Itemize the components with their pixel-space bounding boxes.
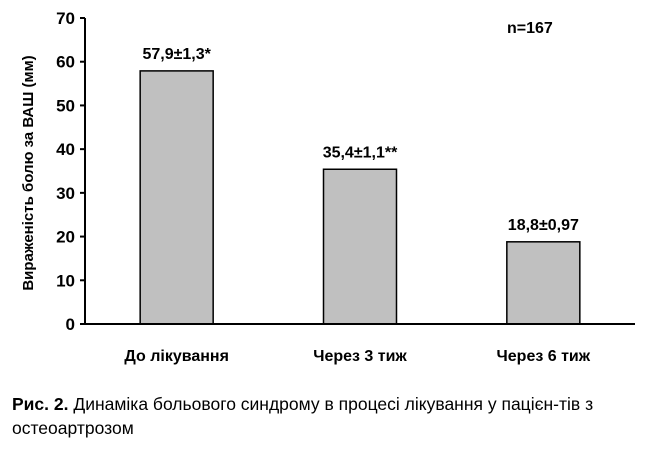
data-labels: 57,9±1,3* 35,4±1,1** 18,8±0,97 [142, 46, 578, 234]
x-category-label: Через 6 тиж [497, 348, 591, 365]
y-tick-label: 10 [56, 271, 75, 290]
sample-size-annotation: n=167 [507, 20, 553, 37]
bar [506, 241, 581, 325]
bar [322, 168, 398, 325]
y-tick-label: 40 [56, 140, 75, 159]
y-tick-label: 50 [56, 96, 75, 115]
x-category-label: До лікування [124, 348, 229, 365]
bar [139, 70, 214, 325]
y-tick-label: 20 [56, 228, 75, 247]
bar-value-label: 35,4±1,1** [323, 144, 398, 161]
y-axis-label: Вираженість болю за ВАШ (мм) [20, 55, 37, 290]
caption-text: Динаміка больового синдрому в процесі лі… [12, 394, 594, 438]
x-axis-labels: До лікування Через 3 тиж Через 6 тиж [124, 348, 590, 365]
y-axis-ticks: 0 10 20 30 40 50 60 70 [56, 9, 85, 334]
figure-number: Рис. 2. [12, 394, 69, 414]
bar-chart: 0 10 20 30 40 50 60 70 57,9±1,3* 35,4±1,1** 18,8±… [20, 9, 635, 365]
bar-value-label: 18,8±0,97 [508, 217, 579, 234]
bars [139, 70, 581, 325]
y-tick-label: 30 [56, 184, 75, 203]
x-category-label: Через 3 тиж [313, 348, 407, 365]
y-tick-label: 0 [66, 315, 75, 334]
y-tick-label: 70 [56, 9, 75, 28]
bar-value-label: 57,9±1,3* [142, 46, 211, 63]
figure-caption: Рис. 2. Динаміка больового синдрому в пр… [12, 392, 642, 440]
y-tick-label: 60 [56, 53, 75, 72]
